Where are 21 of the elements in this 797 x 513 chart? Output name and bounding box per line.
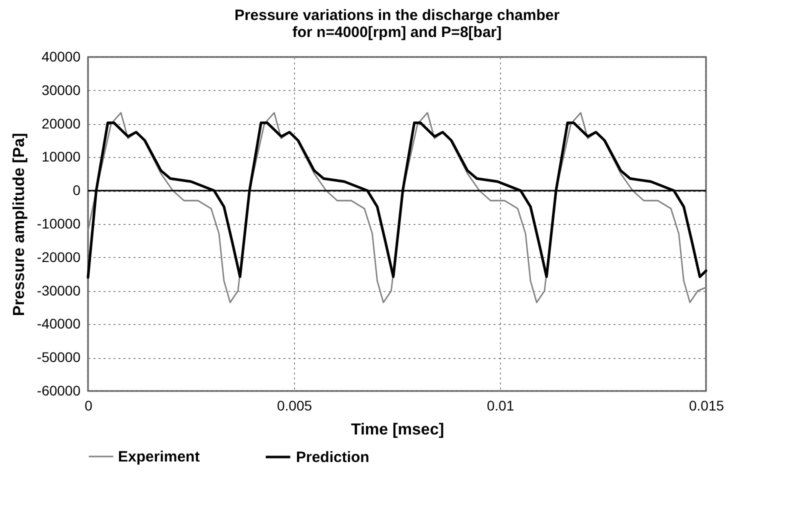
x-tick-label: 0.015 — [688, 398, 724, 414]
y-tick-label: -20000 — [36, 248, 81, 265]
y-tick-label: 10000 — [42, 148, 81, 165]
x-tick-label: 0 — [84, 398, 93, 414]
y-tick-label: 40000 — [42, 48, 81, 64]
legend-label: Prediction — [296, 449, 370, 466]
y-tick-label: -40000 — [36, 316, 81, 332]
y-tick-label: -10000 — [36, 216, 81, 232]
y-axis-title: Pressure amplitude [Pa] — [10, 132, 28, 316]
line-series — [86, 122, 708, 279]
y-tick-label: -50000 — [36, 349, 81, 366]
y-tick-label: -30000 — [36, 282, 81, 298]
y-tick-label: -60000 — [36, 382, 81, 398]
x-axis-title: Time [msec] — [350, 422, 444, 438]
chart-title: Pressure variations in the discharge chamber for n=4000[rpm] and P=8[bar] — [234, 7, 560, 41]
y-tick-label: 20000 — [42, 115, 81, 132]
y-tick-label: 30000 — [42, 82, 81, 98]
legend-label: Experiment — [118, 448, 200, 466]
x-tick-label: 0.01 — [486, 398, 514, 414]
y-tick-label: 0 — [72, 182, 81, 198]
x-tick-label: 0.005 — [276, 398, 312, 414]
